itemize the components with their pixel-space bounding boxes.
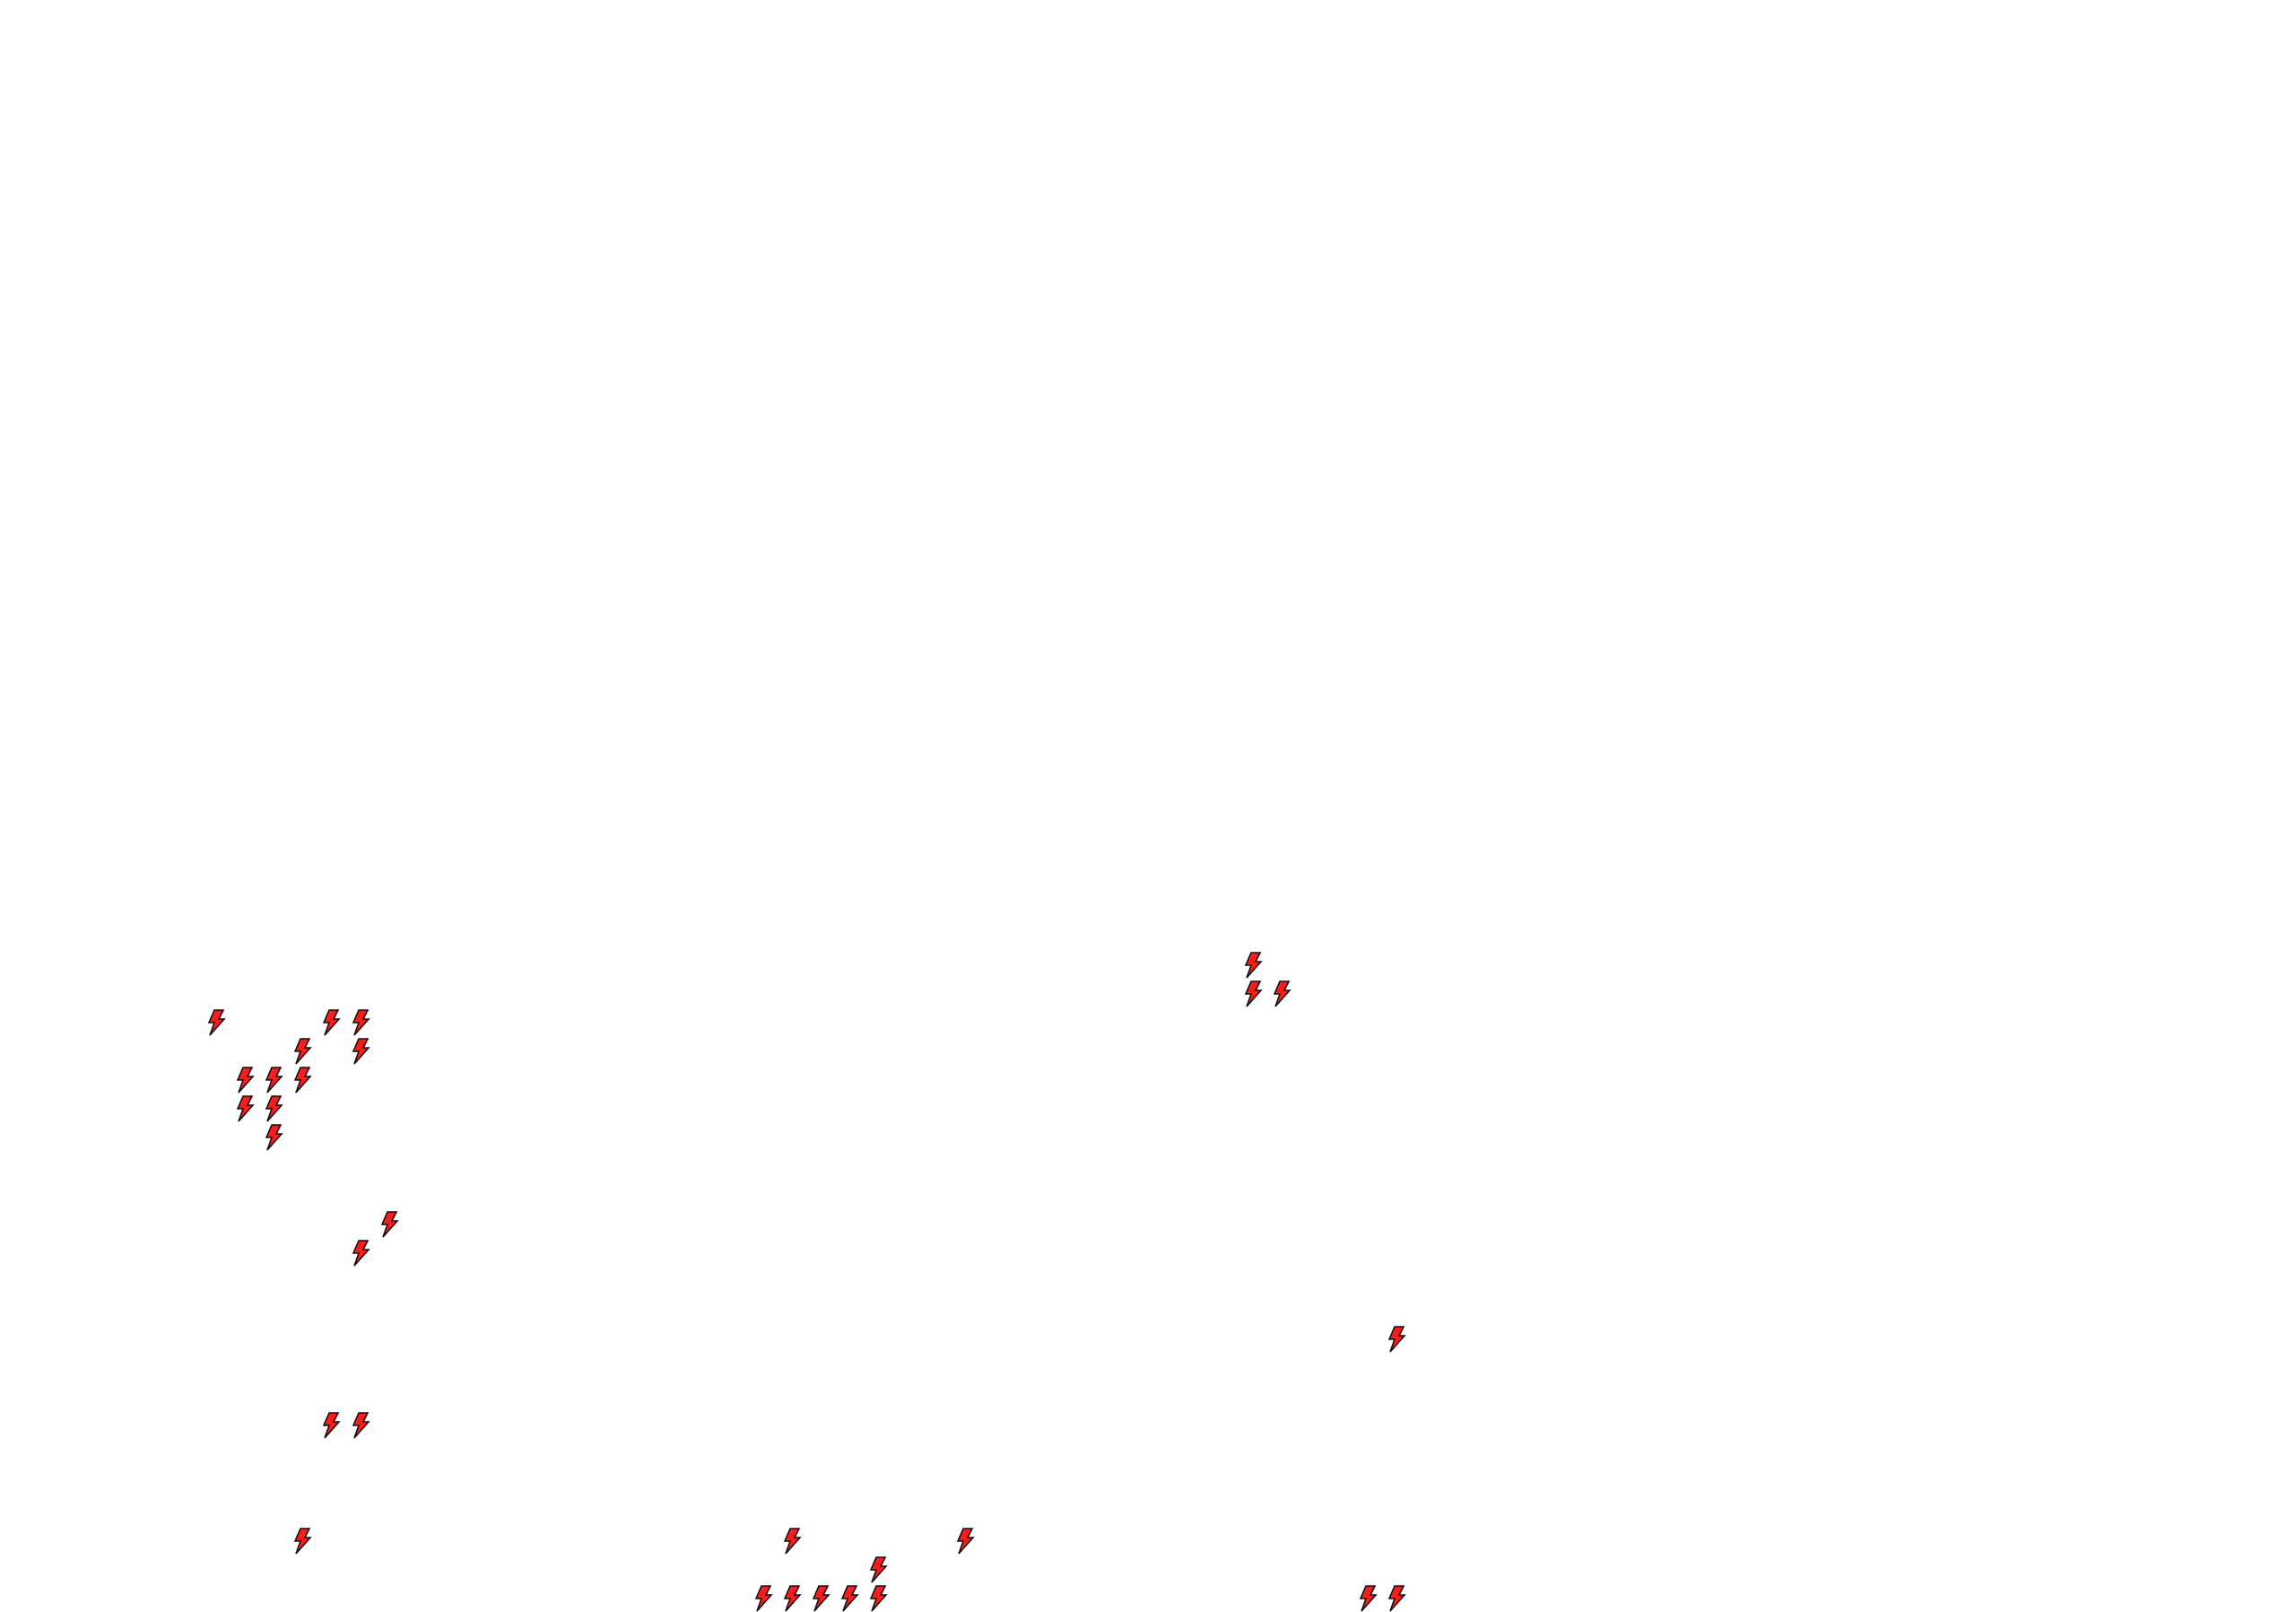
lightning-bolt-icon bbox=[352, 1009, 370, 1036]
lightning-bolt-icon bbox=[265, 1124, 283, 1151]
lightning-bolt-icon bbox=[294, 1067, 313, 1094]
lightning-bolt-icon bbox=[265, 1067, 283, 1094]
lightning-marker[interactable] bbox=[264, 1124, 283, 1151]
lightning-bolt-icon bbox=[754, 1585, 773, 1612]
lightning-marker[interactable] bbox=[811, 1585, 831, 1612]
lightning-bolt-icon bbox=[870, 1585, 889, 1612]
lightning-bolt-icon bbox=[352, 1239, 370, 1267]
lightning-bolt-icon bbox=[840, 1585, 859, 1612]
lightning-bolt-icon bbox=[1387, 1326, 1406, 1353]
lightning-marker[interactable] bbox=[782, 1585, 802, 1612]
lightning-marker[interactable] bbox=[1243, 951, 1263, 979]
lightning-marker[interactable] bbox=[351, 1412, 370, 1439]
lightning-marker[interactable] bbox=[321, 1412, 342, 1439]
lightning-marker[interactable] bbox=[955, 1527, 975, 1555]
lightning-marker[interactable] bbox=[782, 1527, 802, 1555]
lightning-marker[interactable] bbox=[1243, 980, 1263, 1007]
lightning-bolt-icon bbox=[1273, 980, 1292, 1007]
lightning-bolt-icon bbox=[323, 1412, 342, 1439]
lightning-marker[interactable] bbox=[839, 1585, 859, 1612]
lightning-marker[interactable] bbox=[1387, 1326, 1406, 1353]
lightning-marker[interactable] bbox=[235, 1067, 255, 1094]
lightning-marker[interactable] bbox=[292, 1038, 313, 1065]
lightning-marker[interactable] bbox=[351, 1009, 370, 1036]
lightning-bolt-icon bbox=[323, 1009, 342, 1036]
lightning-marker[interactable] bbox=[206, 1009, 226, 1036]
lightning-marker[interactable] bbox=[321, 1009, 342, 1036]
lightning-bolt-icon bbox=[294, 1527, 313, 1555]
lightning-bolt-icon bbox=[1359, 1585, 1378, 1612]
lightning-marker[interactable] bbox=[351, 1038, 370, 1065]
lightning-bolt-icon bbox=[236, 1095, 255, 1122]
lightning-bolt-icon bbox=[1387, 1585, 1406, 1612]
lightning-bolt-icon bbox=[265, 1095, 283, 1122]
lightning-marker[interactable] bbox=[292, 1067, 313, 1094]
lightning-bolt-icon bbox=[870, 1556, 889, 1583]
lightning-marker[interactable] bbox=[1272, 980, 1292, 1007]
lightning-marker[interactable] bbox=[235, 1095, 255, 1122]
lightning-bolt-icon bbox=[812, 1585, 831, 1612]
lightning-marker[interactable] bbox=[868, 1585, 889, 1612]
lightning-bolt-icon bbox=[236, 1067, 255, 1094]
lightning-marker[interactable] bbox=[1387, 1585, 1406, 1612]
lightning-marker[interactable] bbox=[351, 1239, 370, 1267]
lightning-bolt-icon bbox=[380, 1210, 399, 1238]
lightning-marker[interactable] bbox=[868, 1556, 889, 1583]
lightning-bolt-icon bbox=[1244, 951, 1263, 979]
lightning-bolt-icon bbox=[352, 1038, 370, 1065]
lightning-bolt-icon bbox=[956, 1527, 975, 1555]
lightning-bolt-icon bbox=[783, 1527, 802, 1555]
lightning-marker[interactable] bbox=[753, 1585, 773, 1612]
lightning-marker[interactable] bbox=[379, 1210, 399, 1238]
lightning-bolt-icon bbox=[1244, 980, 1263, 1007]
lightning-marker[interactable] bbox=[1358, 1585, 1378, 1612]
lightning-bolt-icon bbox=[352, 1412, 370, 1439]
lightning-marker[interactable] bbox=[264, 1095, 283, 1122]
lightning-bolt-icon bbox=[207, 1009, 226, 1036]
lightning-bolt-icon bbox=[783, 1585, 802, 1612]
lightning-bolt-icon bbox=[294, 1038, 313, 1065]
lightning-marker[interactable] bbox=[292, 1527, 313, 1555]
lightning-marker[interactable] bbox=[264, 1067, 283, 1094]
